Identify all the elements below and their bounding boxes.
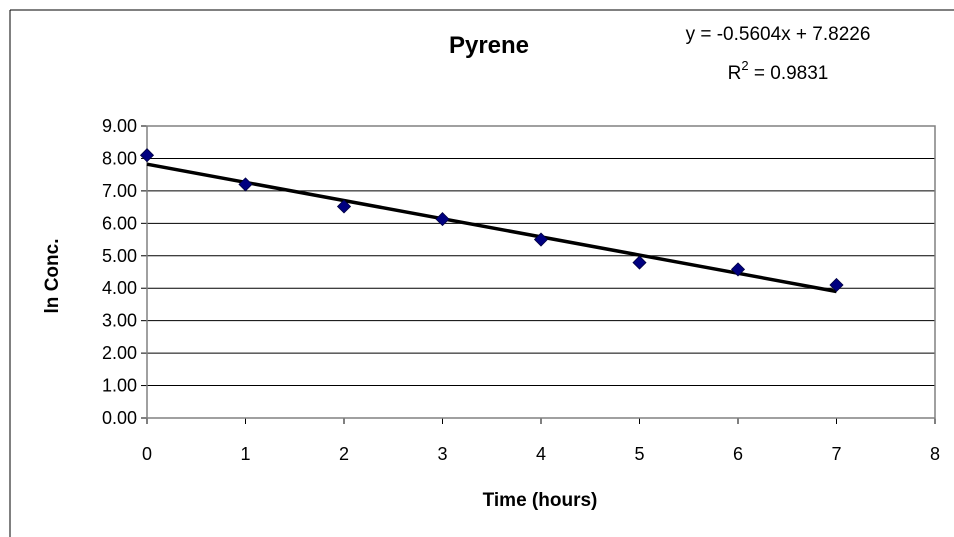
gridlines	[141, 125, 936, 424]
x-tick-label: 5	[634, 444, 644, 464]
data-point	[829, 277, 844, 293]
y-tick-label: 6.00	[102, 213, 137, 233]
y-tick-label: 0.00	[102, 408, 137, 428]
data-point	[238, 177, 253, 192]
r-squared-value: = 0.9831	[749, 63, 829, 84]
y-tick-label: 5.00	[102, 246, 137, 266]
trendline-equation: y = -0.5604x + 7.8226	[686, 24, 871, 45]
y-tick-label: 3.00	[102, 311, 137, 331]
data-point	[730, 262, 746, 277]
y-axis-tick-labels: 0.00 1.00 2.00 3.00 4.00 5.00 6.00 7.00 8.00 9.00	[102, 116, 137, 428]
y-tick-label: 2.00	[102, 343, 137, 363]
y-tick-label: 4.00	[102, 278, 137, 298]
x-tick-label: 7	[831, 444, 841, 464]
data-points	[139, 148, 844, 293]
y-axis-title: ln Conc.	[42, 239, 63, 314]
x-tick-label: 2	[339, 444, 349, 464]
x-tick-label: 8	[930, 444, 940, 464]
y-tick-label: 9.00	[102, 116, 137, 136]
x-tick-label: 1	[240, 444, 250, 464]
data-point	[533, 232, 549, 247]
y-tick-label: 8.00	[102, 148, 137, 168]
y-tick-label: 7.00	[102, 181, 137, 201]
x-tick-label: 6	[733, 444, 743, 464]
data-point	[139, 148, 155, 163]
x-tick-label: 4	[536, 444, 546, 464]
x-axis-tick-labels: 0 1 2 3 4 5 6 7 8	[142, 444, 940, 464]
data-point	[435, 212, 450, 227]
x-tick-label: 3	[437, 444, 447, 464]
r-squared-superscript: 2	[741, 58, 748, 73]
y-tick-label: 1.00	[102, 376, 137, 396]
r-squared-label: R2 = 0.9831	[728, 58, 829, 84]
plot-area-frame	[146, 125, 936, 419]
trendline	[146, 162, 837, 294]
x-tick-label: 0	[142, 444, 152, 464]
data-point	[632, 255, 647, 270]
data-point	[336, 199, 352, 214]
x-axis-title: Time (hours)	[483, 490, 598, 511]
r-squared-prefix: R	[728, 63, 742, 84]
chart-title: Pyrene	[449, 32, 529, 59]
